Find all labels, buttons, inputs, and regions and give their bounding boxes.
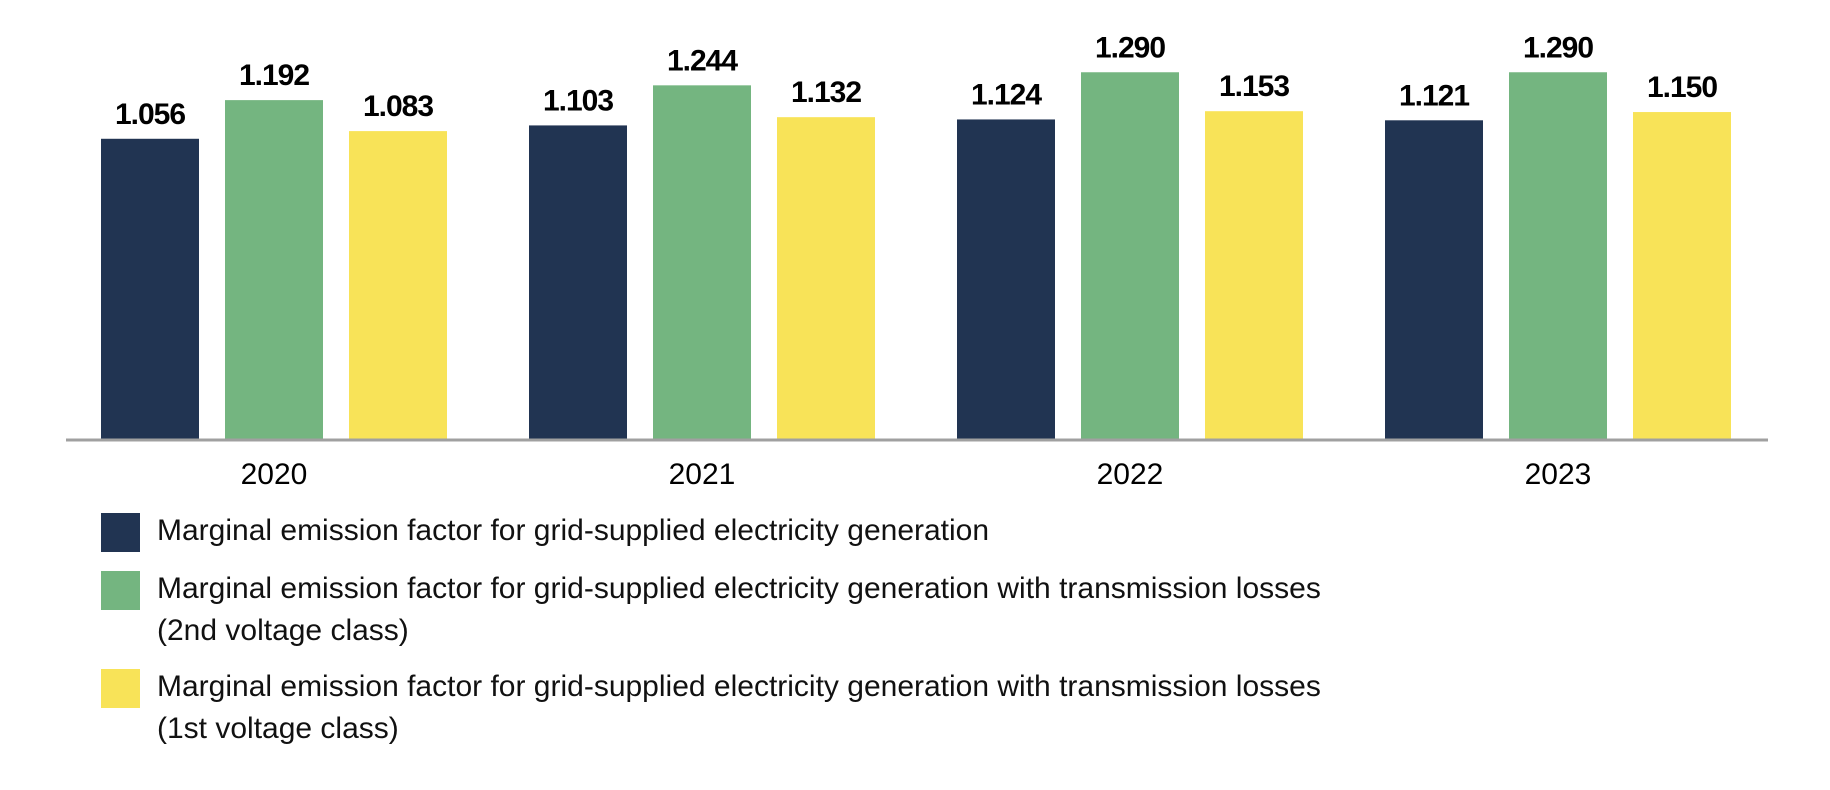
legend-label-line: Marginal emission factor for grid-suppli…	[157, 514, 990, 547]
legend-label-line: (1st voltage class)	[157, 712, 399, 745]
x-tick-label: 2021	[669, 458, 736, 491]
bar-2021-series-2	[653, 85, 751, 439]
bar-2020-series-2	[225, 100, 323, 439]
x-tick-label: 2020	[241, 458, 308, 491]
data-labels-layer: 1.056 1.192 1.083 1.103 1.244 1.132 1.124 1.290…	[115, 31, 1718, 131]
data-label: 1.192	[239, 59, 309, 92]
legend-swatch	[101, 669, 140, 708]
bar-2020-series-3	[349, 131, 447, 440]
x-tick-label: 2022	[1097, 458, 1164, 491]
x-tick-label: 2023	[1525, 458, 1592, 491]
bar-2022-series-3	[1205, 111, 1303, 440]
data-label: 1.290	[1523, 31, 1593, 64]
data-label: 1.132	[791, 76, 861, 109]
data-label: 1.290	[1095, 31, 1165, 64]
data-label: 1.121	[1399, 79, 1469, 112]
data-label: 1.103	[543, 84, 613, 117]
data-label: 1.153	[1219, 70, 1289, 103]
bar-2022-series-2	[1081, 72, 1179, 440]
bar-2021-series-3	[777, 117, 875, 440]
legend-label-line: (2nd voltage class)	[157, 614, 409, 647]
legend-label: Marginal emission factor for grid-suppli…	[157, 514, 989, 556]
x-tick-labels-layer: 2020 2021 2022 2023	[241, 458, 1592, 491]
legend-swatch	[101, 571, 140, 610]
data-label: 1.150	[1647, 71, 1717, 104]
data-label: 1.244	[667, 44, 738, 77]
legend-label: Marginal emission factor for grid-suppli…	[157, 572, 1321, 656]
data-label: 1.083	[363, 90, 433, 123]
bars-layer	[101, 72, 1731, 440]
bar-chart: 1.056 1.192 1.083 1.103 1.244 1.132 1.124 1.290…	[66, 31, 1768, 491]
bar-2023-series-1	[1385, 120, 1483, 440]
data-label: 1.124	[971, 78, 1042, 111]
legend-label: Marginal emission factor for grid-suppli…	[157, 670, 1321, 754]
bar-2021-series-1	[529, 125, 627, 439]
legend-label-line: Marginal emission factor for grid-suppli…	[157, 670, 1321, 703]
bar-2020-series-1	[101, 138, 199, 439]
data-label: 1.056	[115, 98, 185, 131]
bar-2023-series-2	[1509, 72, 1607, 440]
legend-swatch	[101, 513, 140, 552]
legend-label-line: Marginal emission factor for grid-suppli…	[157, 572, 1321, 605]
bar-2023-series-3	[1633, 112, 1731, 440]
bar-2022-series-1	[957, 119, 1055, 439]
